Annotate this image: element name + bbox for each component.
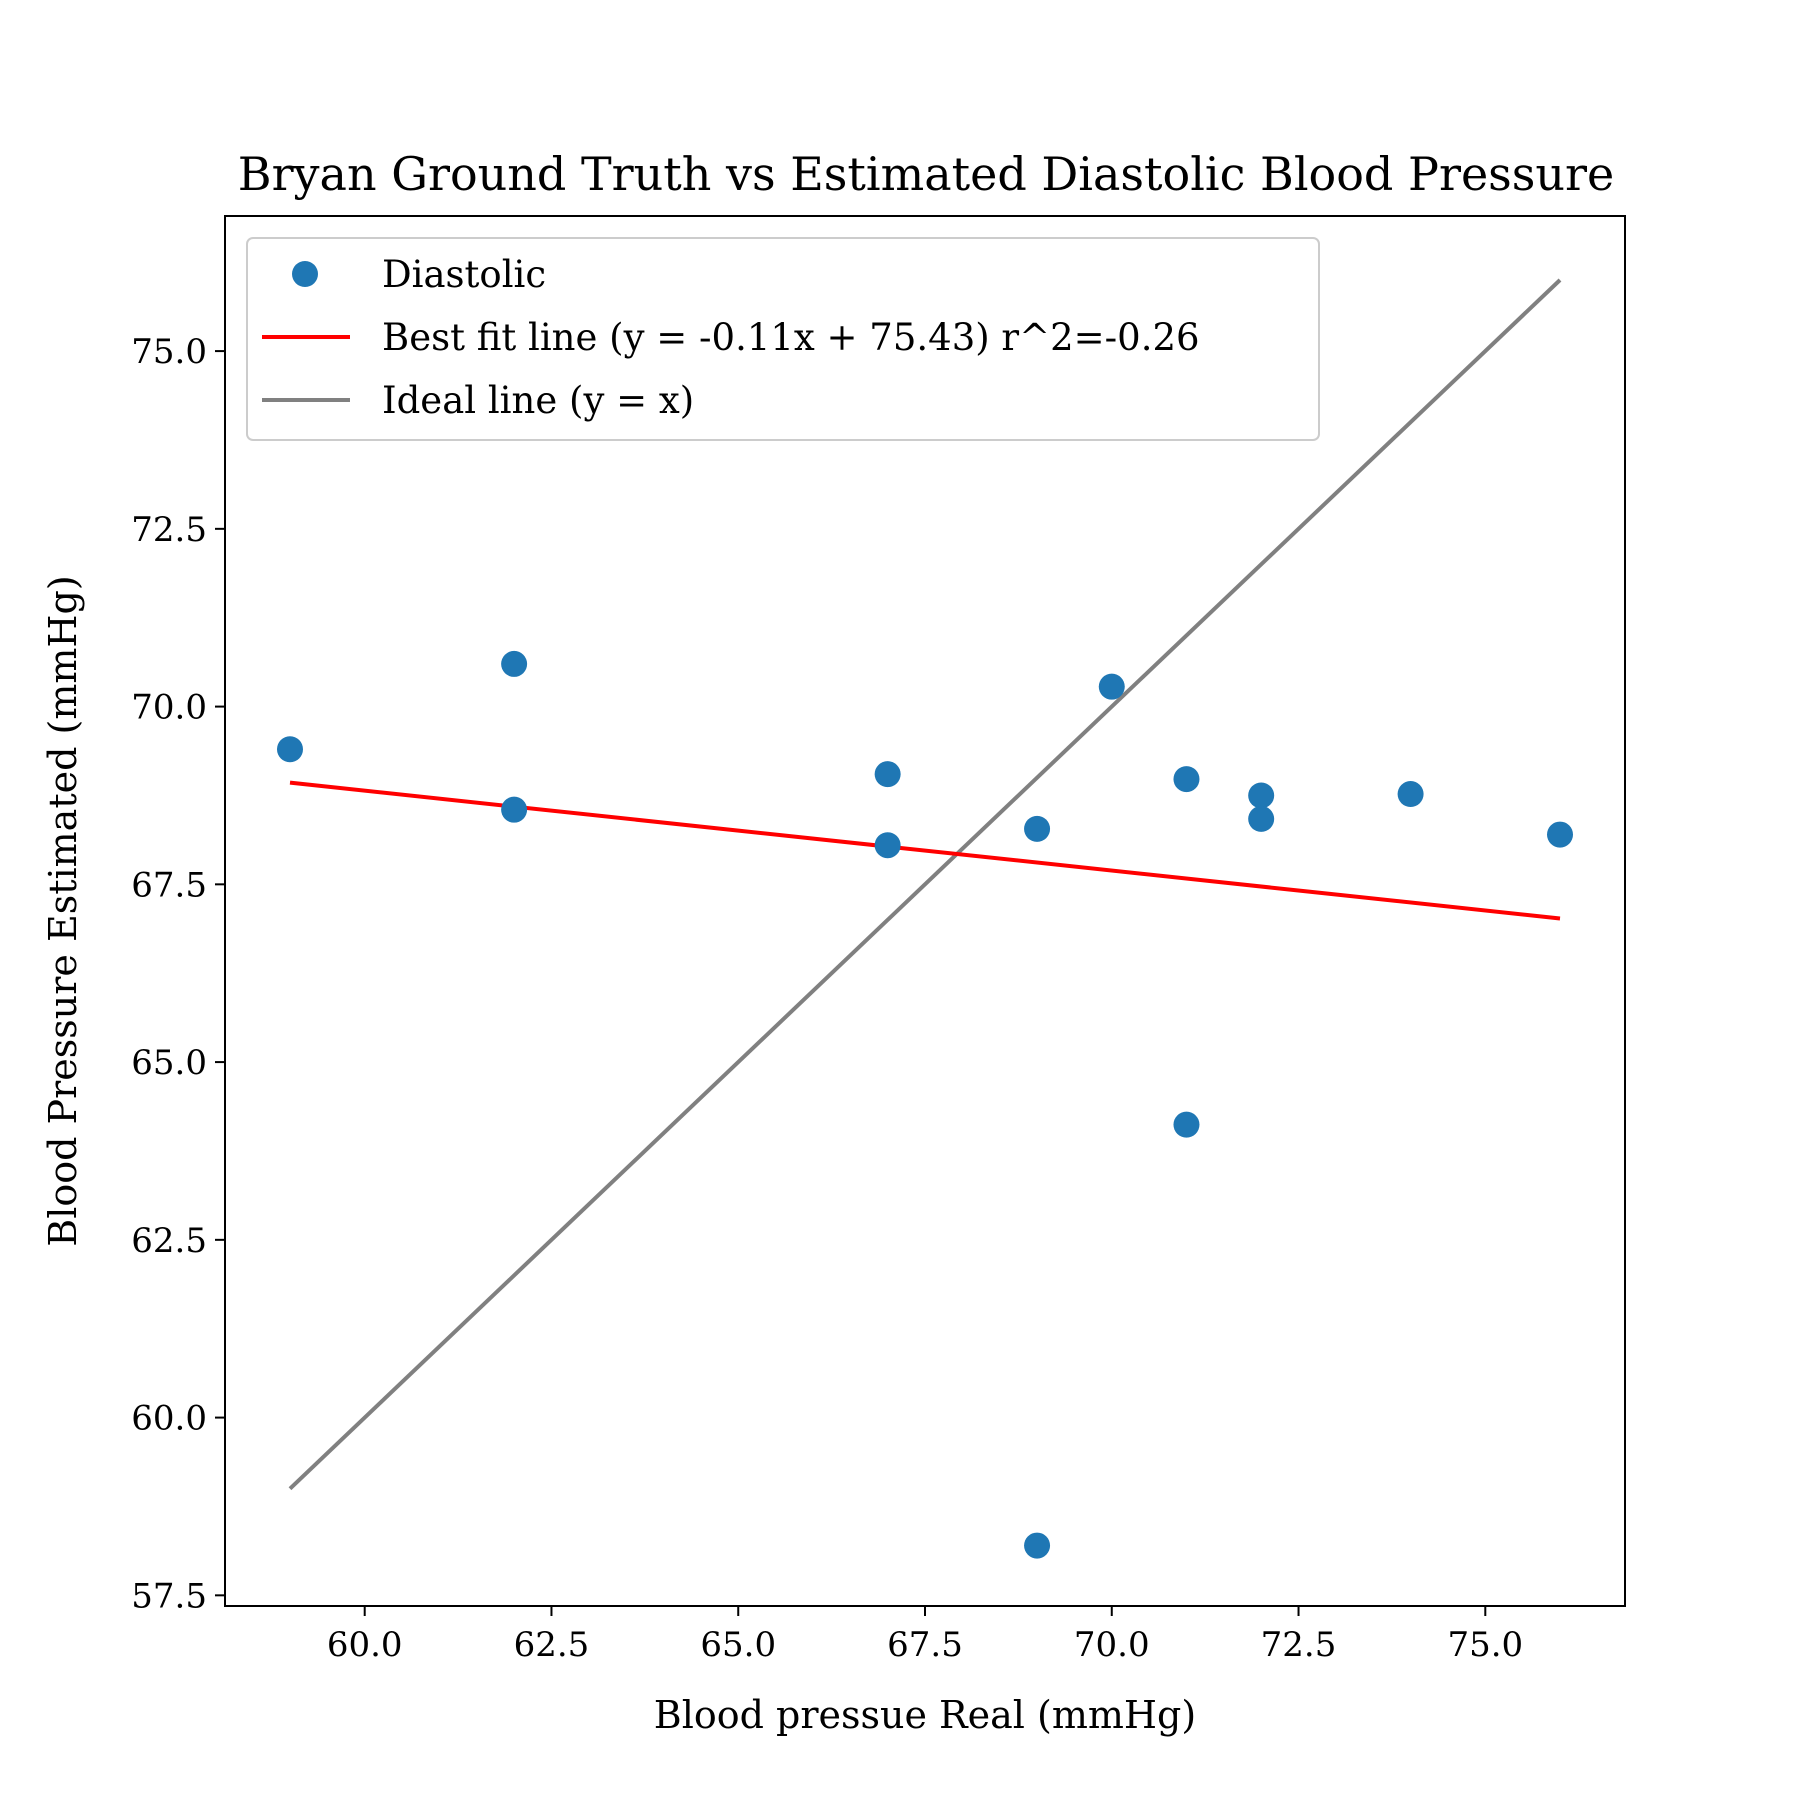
y-tick-label: 72.5 xyxy=(131,510,207,550)
x-axis-label: Blood pressue Real (mmHg) xyxy=(654,1693,1196,1737)
x-tick-label: 75.0 xyxy=(1447,1625,1523,1665)
legend-label-diastolic: Diastolic xyxy=(382,253,546,296)
data-point xyxy=(501,796,528,823)
y-tick-label: 62.5 xyxy=(131,1221,207,1261)
y-axis-label: Blood Pressure Estimated (mmHg) xyxy=(41,575,85,1246)
x-tick-label: 70.0 xyxy=(1074,1625,1150,1665)
x-tick-label: 72.5 xyxy=(1261,1625,1337,1665)
data-point xyxy=(1547,821,1574,848)
data-point xyxy=(1248,782,1275,809)
y-tick-label: 60.0 xyxy=(131,1399,207,1439)
legend-label-ideal: Ideal line (y = x) xyxy=(382,379,694,422)
plot-area xyxy=(225,216,1625,1606)
best-fit-line xyxy=(289,780,1561,921)
x-tick-label: 67.5 xyxy=(887,1625,963,1665)
data-point xyxy=(1024,815,1051,842)
legend-marker-diastolic xyxy=(292,261,318,287)
ideal-line xyxy=(288,278,1562,1491)
y-tick-label: 67.5 xyxy=(131,865,207,905)
x-tick-label: 65.0 xyxy=(700,1625,776,1665)
legend-label-best-fit: Best fit line (y = -0.11x + 75.43) r^2=-… xyxy=(382,316,1200,359)
x-tick-label: 62.5 xyxy=(514,1625,590,1665)
data-point xyxy=(874,832,901,859)
data-point xyxy=(1098,673,1125,700)
chart-title: Bryan Ground Truth vs Estimated Diastoli… xyxy=(238,147,1614,201)
legend-box xyxy=(246,237,1320,441)
data-point xyxy=(276,736,303,763)
data-point xyxy=(1173,766,1200,793)
x-axis-ticks: 60.0 62.5 65.0 67.5 70.0 72.5 75.0 xyxy=(327,1606,1523,1665)
data-point xyxy=(1248,805,1275,832)
plot-background xyxy=(225,216,1625,1606)
y-tick-label: 75.0 xyxy=(131,332,207,372)
data-point xyxy=(1397,781,1424,808)
series-points xyxy=(276,650,1574,1559)
data-point xyxy=(1173,1111,1200,1138)
legend: Diastolic Best fit line (y = -0.11x + 75… xyxy=(246,237,1320,441)
x-tick-label: 60.0 xyxy=(327,1625,403,1665)
series-lines xyxy=(288,278,1562,1491)
data-point xyxy=(1024,1532,1051,1559)
y-tick-label: 70.0 xyxy=(131,688,207,728)
y-tick-label: 65.0 xyxy=(131,1043,207,1083)
data-point xyxy=(501,650,528,677)
y-tick-label: 57.5 xyxy=(131,1576,207,1616)
data-point xyxy=(874,761,901,788)
y-axis-ticks: 57.5 60.0 62.5 65.0 67.5 70.0 72.5 75.0 xyxy=(131,332,225,1616)
